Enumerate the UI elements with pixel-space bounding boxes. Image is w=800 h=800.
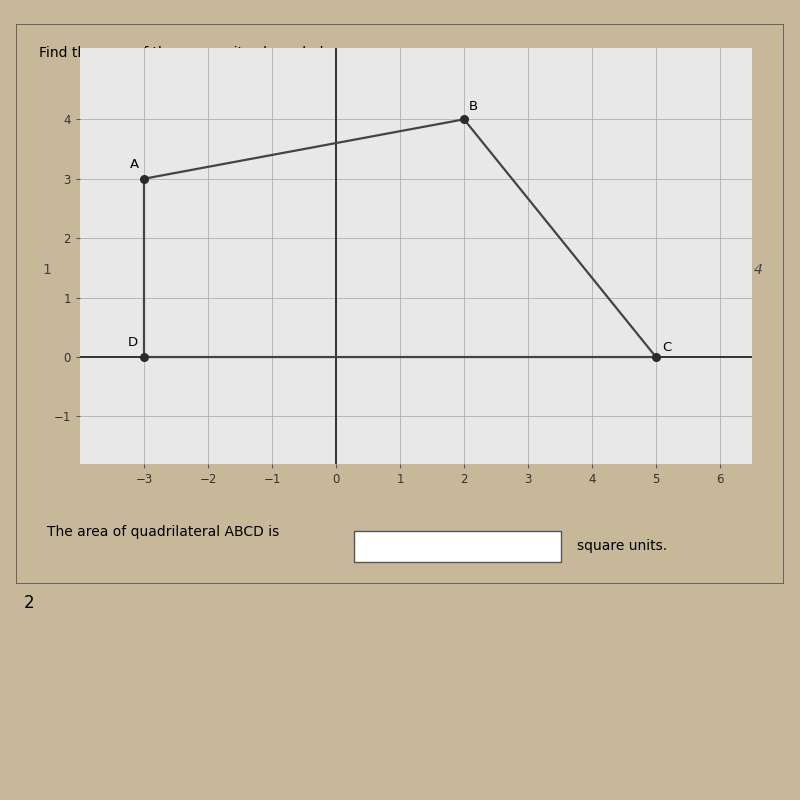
Text: 2: 2 — [24, 594, 34, 612]
Text: D: D — [128, 336, 138, 350]
FancyBboxPatch shape — [354, 531, 562, 562]
Text: 1: 1 — [43, 263, 52, 278]
Text: Find the area of the composite shape below.: Find the area of the composite shape bel… — [39, 46, 346, 60]
Text: 4: 4 — [754, 263, 762, 278]
Text: B: B — [469, 101, 478, 114]
Text: 2: 2 — [630, 74, 640, 90]
Text: A: A — [130, 158, 139, 171]
Text: The area of quadrilateral ABCD is: The area of quadrilateral ABCD is — [46, 525, 279, 539]
Text: square units.: square units. — [577, 539, 666, 554]
Text: C: C — [662, 341, 672, 354]
